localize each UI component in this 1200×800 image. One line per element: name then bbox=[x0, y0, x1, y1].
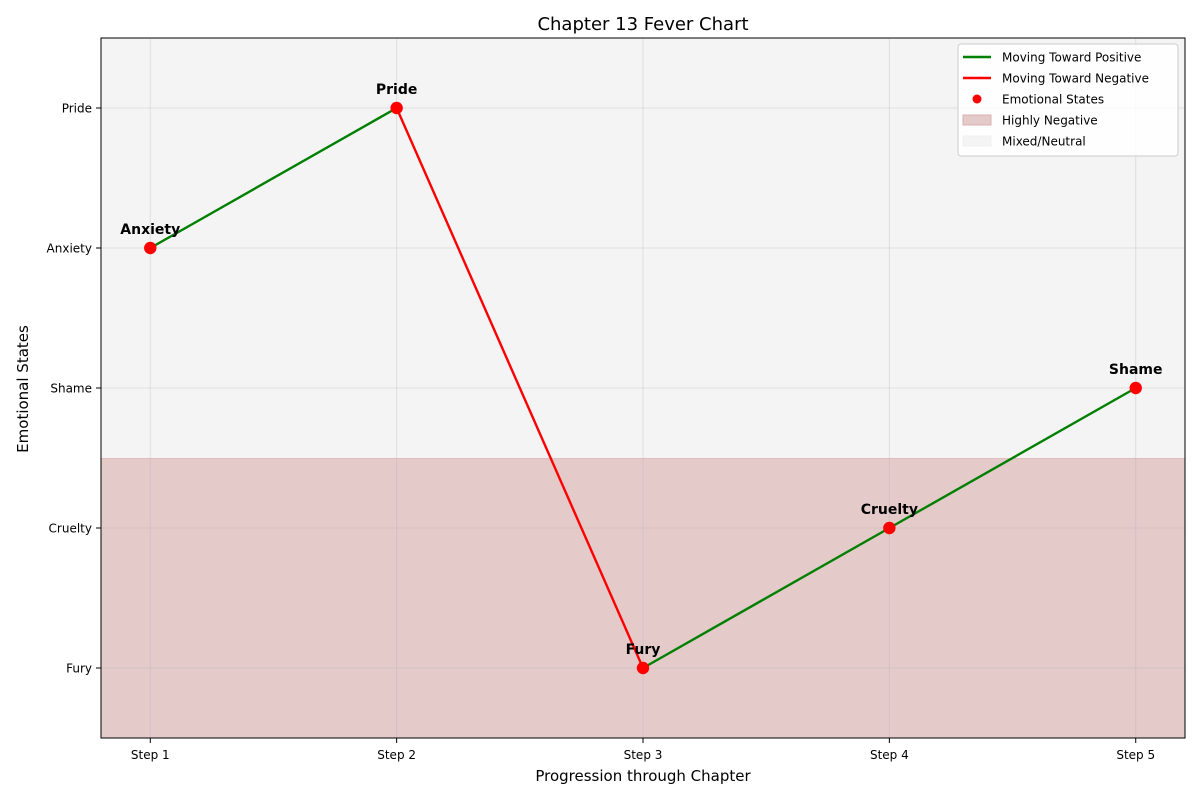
region-highly-negative bbox=[101, 458, 1185, 738]
x-tick-label: Step 2 bbox=[377, 748, 416, 762]
legend-emotional-states-label: Emotional States bbox=[1002, 93, 1104, 107]
chart-title: Chapter 13 Fever Chart bbox=[537, 14, 748, 35]
segment-positive bbox=[641, 526, 891, 670]
y-tick-label: Pride bbox=[62, 102, 92, 116]
segment-negative bbox=[395, 106, 645, 670]
legend: Moving Toward Positive Moving Toward Nega… bbox=[957, 43, 1179, 157]
x-tick-label: Step 1 bbox=[131, 748, 170, 762]
y-tick-label: Fury bbox=[66, 662, 92, 676]
point-label-fury: Fury bbox=[626, 642, 661, 658]
marker-cruelty bbox=[883, 521, 896, 535]
trend-lines bbox=[149, 106, 1137, 670]
legend-highly-negative-swatch bbox=[962, 114, 992, 126]
marker-fury bbox=[636, 661, 650, 675]
marker-shame bbox=[1129, 381, 1142, 395]
legend-moving-toward-positive-label: Moving Toward Positive bbox=[1002, 51, 1141, 65]
y-tick-label: Anxiety bbox=[47, 242, 92, 256]
legend-emotional-states-swatch bbox=[972, 94, 982, 104]
legend-highly-negative-label: Highly Negative bbox=[1002, 114, 1098, 128]
marker-pride bbox=[390, 101, 403, 115]
x-tick-label: Step 3 bbox=[624, 748, 663, 762]
legend-mixed-neutral-swatch bbox=[962, 135, 992, 147]
legend-mixed-neutral-label: Mixed/Neutral bbox=[1002, 135, 1086, 149]
x-axis: Step 1 Step 2 Step 3 Step 4 Step 5 bbox=[131, 738, 1155, 762]
segment-positive bbox=[888, 386, 1137, 530]
y-tick-label: Shame bbox=[50, 382, 92, 396]
segment-positive bbox=[149, 106, 398, 250]
legend-box bbox=[957, 43, 1179, 157]
x-axis-label: Progression through Chapter bbox=[535, 767, 751, 785]
point-label-cruelty: Cruelty bbox=[861, 502, 918, 518]
emotion-point-labels: Anxiety Pride Fury Cruelty Shame bbox=[120, 82, 1162, 658]
legend-moving-toward-negative-label: Moving Toward Negative bbox=[1002, 72, 1149, 86]
point-label-pride: Pride bbox=[376, 82, 417, 98]
y-tick-label: Cruelty bbox=[49, 522, 92, 536]
emotion-markers bbox=[144, 101, 1142, 675]
point-label-shame: Shame bbox=[1109, 362, 1163, 378]
marker-anxiety bbox=[144, 241, 157, 255]
x-tick-label: Step 5 bbox=[1116, 748, 1155, 762]
point-label-anxiety: Anxiety bbox=[120, 222, 180, 238]
x-tick-label: Step 4 bbox=[870, 748, 909, 762]
y-axis-label: Emotional States bbox=[14, 325, 32, 453]
y-axis: Fury Cruelty Shame Anxiety Pride bbox=[47, 102, 101, 676]
